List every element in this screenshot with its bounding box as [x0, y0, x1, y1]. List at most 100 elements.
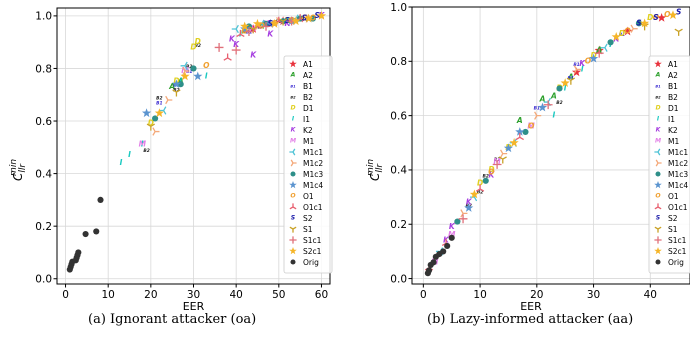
legend-label-A2: A2 — [668, 71, 678, 80]
legend-label-S2: S2 — [303, 214, 313, 223]
legend-label-S1: S1 — [668, 225, 678, 234]
data-point-D1: D — [190, 42, 196, 51]
data-point-S1c1 — [543, 100, 553, 110]
data-point-O1c1 — [475, 184, 485, 192]
data-point-M1c2 — [152, 127, 160, 136]
data-point-A1 — [623, 26, 633, 36]
data-point-S2c1 — [252, 18, 263, 28]
x-tick-label: 40 — [644, 289, 657, 301]
legend-marker-K2: K — [291, 127, 297, 134]
y-tick-label: 0.2 — [390, 219, 407, 231]
y-axis-label: Cllrmin — [9, 159, 28, 181]
data-point-A2: A — [177, 77, 184, 86]
legend-marker-M1c3 — [655, 171, 661, 177]
legend: A1 A A2 B1 B1 B2 B2 D D1 I I1 K K2 M M1 M1c1 M1c2 M1c3 M1c… — [283, 55, 333, 274]
legend-label-M1: M1 — [303, 137, 314, 146]
data-point-M1c3 — [635, 20, 643, 27]
data-point-M1c4 — [265, 18, 275, 28]
data-point-B2: B2 — [301, 16, 307, 22]
data-point-M1c3 — [556, 85, 563, 92]
markers: AAAAAB1B1B1B1B1B2B2B2B2B2B2B2B2DDDDDIIII… — [66, 11, 327, 273]
legend-label-M1c3: M1c3 — [303, 170, 323, 179]
data-point-D1: D — [477, 178, 483, 187]
data-point-S2c1 — [316, 11, 327, 20]
legend-marker-S2: S — [656, 215, 661, 222]
data-point-M1c3 — [190, 65, 197, 72]
legend-label-S2c1: S2c1 — [303, 247, 322, 256]
legend-label-I1: I1 — [668, 115, 675, 124]
legend-label-S2: S2 — [668, 214, 678, 223]
data-point-S1 — [674, 28, 683, 36]
caption-panel-b: (b) Lazy-informed attacker (aa) — [427, 312, 634, 327]
data-point-B1: B1 — [573, 62, 579, 68]
data-point-M1c4 — [240, 24, 250, 33]
data-point-M1c2 — [573, 65, 581, 74]
x-tick-label: 30 — [587, 289, 600, 301]
data-point-I1: I — [205, 71, 208, 80]
data-point-Orig — [75, 249, 82, 256]
legend-label-M1c4: M1c4 — [303, 181, 323, 190]
data-point-O1c1 — [515, 132, 524, 141]
legend-marker-M1c4 — [289, 181, 297, 189]
data-point-I1: I — [564, 83, 567, 92]
y-tick-label: 0.8 — [390, 56, 407, 68]
data-point-A1 — [571, 67, 582, 77]
data-point-S1 — [498, 156, 507, 164]
x-tick-label: 10 — [473, 289, 486, 301]
y-axis-label: Cllrmin — [366, 159, 385, 181]
data-point-M1c4 — [193, 71, 203, 81]
data-point-K2: K — [466, 198, 473, 207]
data-point-S1 — [172, 89, 181, 97]
data-point-O1: O — [664, 10, 671, 19]
legend-marker-M1c1 — [654, 148, 661, 156]
legend-label-O1: O1 — [668, 192, 679, 201]
data-point-Orig — [93, 228, 100, 235]
legend-marker-S2c1 — [289, 247, 297, 255]
data-point-Orig — [444, 242, 451, 250]
data-point-D1: D — [195, 37, 201, 46]
data-point-S1c1 — [214, 43, 224, 52]
legend-marker-S1c1 — [289, 236, 297, 244]
data-point-A1 — [657, 13, 667, 22]
data-point-S1c1 — [492, 160, 502, 169]
legend-marker-S1 — [654, 226, 662, 233]
data-point-S1c1 — [244, 27, 254, 37]
data-point-O1: O — [528, 121, 535, 130]
data-point-S2: S — [315, 11, 320, 20]
y-tick-label: 0.6 — [35, 116, 52, 128]
legend-marker-M1c4 — [654, 181, 662, 189]
data-point-B2: B2 — [483, 173, 489, 179]
data-point-B2: B2 — [556, 100, 562, 106]
data-point-M1c4 — [503, 143, 514, 153]
legend-marker-S2: S — [291, 215, 296, 222]
data-point-M1c4 — [464, 203, 474, 212]
legend-label-B2: B2 — [668, 93, 678, 102]
data-point-I1: I — [120, 158, 123, 167]
data-point-S1 — [566, 77, 576, 85]
legend-marker-S2c1 — [654, 247, 662, 255]
data-point-S2c1 — [611, 32, 621, 41]
legend-box — [283, 55, 333, 274]
data-point-B2: B2 — [156, 95, 162, 101]
data-point-M1c3 — [454, 218, 461, 225]
data-point-Orig — [425, 267, 433, 274]
x-axis-label: EER — [183, 300, 205, 313]
data-point-S2c1 — [304, 13, 314, 23]
x-tick-label: 20 — [144, 289, 157, 301]
legend-label-M1c3: M1c3 — [668, 170, 688, 179]
data-point-K2: K — [267, 29, 274, 38]
x-tick-label: 30 — [187, 289, 200, 301]
data-point-M1c4 — [142, 108, 152, 118]
legend-label-K2: K2 — [668, 126, 678, 135]
legend-marker-D1: D — [290, 105, 295, 112]
x-tick-label: 0 — [62, 289, 69, 301]
data-point-S1 — [146, 123, 155, 131]
data-point-M1c2 — [460, 209, 468, 218]
chart-panel-b: AAAAAB1B1B1B1B2B2B2B2B2B2DDDDDDDIIIIKKKK… — [366, 2, 690, 313]
x-axis-label: EER — [520, 300, 542, 313]
data-point-B2: B2 — [477, 190, 483, 196]
data-point-D1: D — [619, 29, 625, 38]
data-point-K2: K — [284, 19, 291, 28]
legend-marker-B2: B2 — [290, 96, 296, 100]
data-point-S1c1 — [458, 214, 468, 224]
